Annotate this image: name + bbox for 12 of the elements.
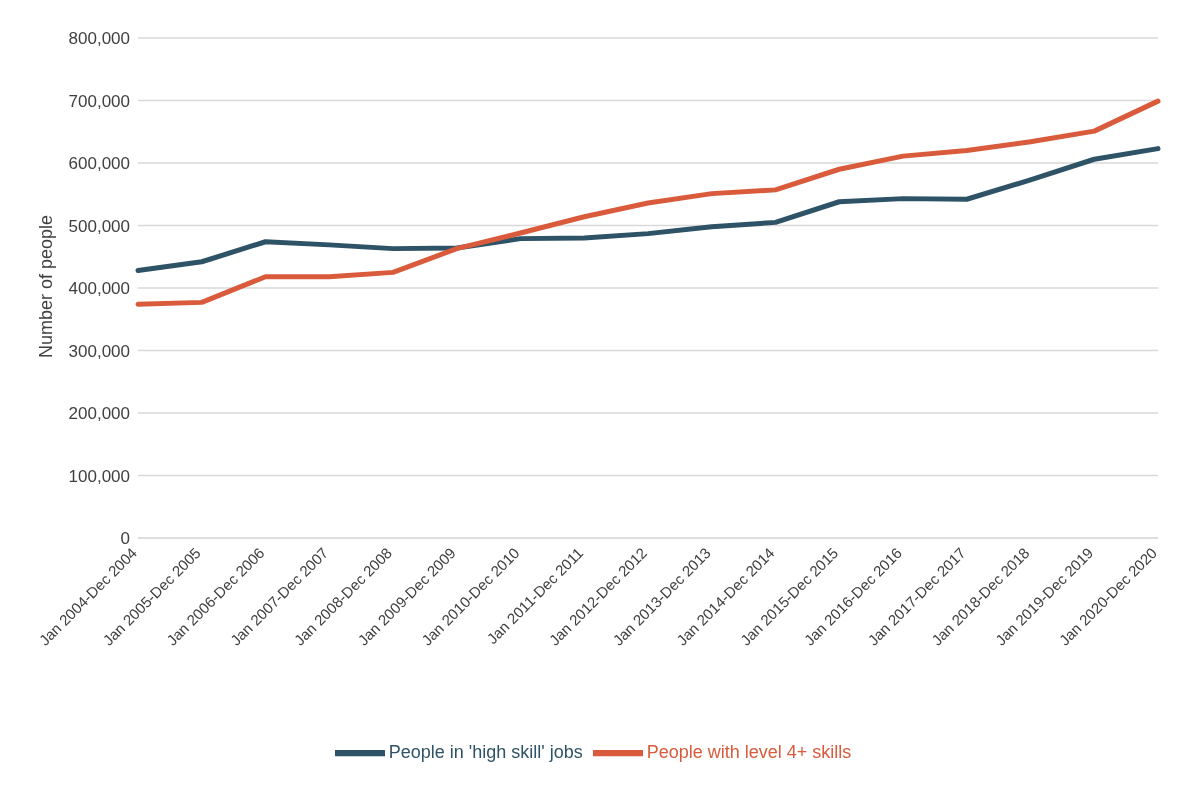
y-tick-label: 200,000 (68, 404, 130, 424)
y-tick-label: 400,000 (68, 279, 130, 299)
y-tick-label: 800,000 (68, 29, 130, 49)
legend-label: People with level 4+ skills (646, 741, 852, 762)
y-tick-label: 0 (120, 529, 130, 549)
legend-label: People in 'high skill' jobs (388, 741, 583, 762)
y-tick-label: 500,000 (68, 216, 130, 236)
y-tick-label: 700,000 (68, 91, 130, 111)
y-tick-label: 100,000 (68, 466, 130, 486)
y-tick-label: 300,000 (68, 341, 130, 361)
y-axis-title: Number of people (36, 214, 57, 358)
y-tick-label: 600,000 (68, 154, 130, 174)
